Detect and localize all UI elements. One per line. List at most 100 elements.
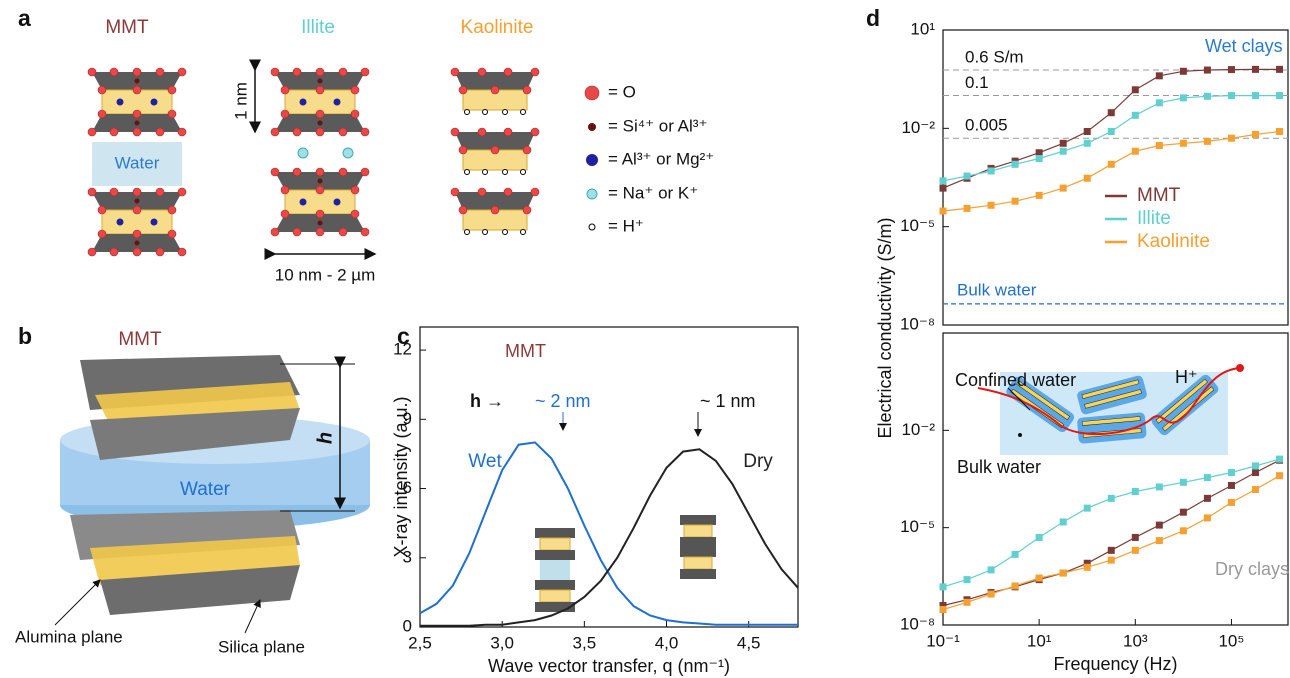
- series-marker: [1131, 147, 1139, 155]
- clay-title: MMT: [105, 17, 149, 38]
- series-marker: [1251, 92, 1259, 100]
- series-marker: [939, 207, 947, 215]
- y-tick-label: 10¹: [910, 19, 935, 38]
- x-tick-label: 10⁵: [1218, 631, 1244, 650]
- x-tick-label: 10¹: [1027, 631, 1052, 650]
- series-marker: [1179, 527, 1187, 535]
- series-label: Dry: [743, 451, 773, 472]
- panel-title: MMT: [118, 329, 162, 350]
- annotation: ~ 1 nm: [700, 391, 756, 411]
- series-marker: [1035, 191, 1043, 199]
- x-axis-label: Wave vector transfer, q (nm⁻¹): [488, 656, 730, 676]
- y-tick-label: 10⁻⁸: [900, 614, 935, 633]
- series-marker: [1179, 508, 1187, 516]
- legend-label: = Na⁺ or K⁺: [608, 183, 698, 202]
- series-label: Wet: [468, 451, 502, 472]
- series-marker: [1276, 92, 1284, 100]
- illite-layer: [270, 67, 370, 137]
- x-tick-label: 2,5: [408, 633, 432, 652]
- x-tick-label: 4,5: [737, 633, 761, 652]
- x-tick-label: 4,0: [655, 633, 679, 652]
- series-marker: [1155, 99, 1163, 107]
- series-marker: [1107, 494, 1115, 502]
- kaolinite-layer: [450, 67, 540, 115]
- panel-a: MMT Illite Kaolinite Water 1 nm 10 nm - …: [87, 17, 714, 284]
- series-marker: [1035, 574, 1043, 582]
- series-marker: [1276, 472, 1284, 480]
- series-line: [420, 448, 799, 627]
- series-marker: [1011, 160, 1019, 168]
- series-marker: [963, 576, 971, 584]
- series-marker: [1203, 137, 1211, 145]
- series-marker: [1059, 184, 1067, 192]
- y-tick-label: 10⁻²: [901, 420, 935, 439]
- series-marker: [1035, 149, 1043, 157]
- series-marker: [1131, 488, 1139, 496]
- silica-sheet: [90, 408, 300, 460]
- annotation: H⁺: [1175, 367, 1198, 387]
- y-tick-label: 12: [393, 340, 412, 359]
- series-marker: [1155, 141, 1163, 149]
- series-marker: [1276, 128, 1284, 136]
- series-marker: [1179, 139, 1187, 147]
- series-marker: [1251, 486, 1259, 494]
- reference-label: 0.005: [965, 116, 1008, 135]
- silica-sheet: [100, 565, 300, 615]
- y-tick-label: 10⁻⁸: [900, 314, 935, 333]
- series-marker: [1107, 109, 1115, 117]
- series-marker: [1179, 478, 1187, 486]
- series-marker: [1107, 160, 1115, 168]
- series-marker: [1251, 469, 1259, 477]
- series-line: [419, 441, 798, 626]
- series-marker: [1131, 86, 1139, 94]
- y-axis-label: X-ray intensity (a.u.): [391, 396, 411, 557]
- water-layer: [92, 142, 182, 186]
- series-marker: [963, 172, 971, 180]
- y-tick-label: 10⁻⁵: [900, 216, 935, 235]
- legend-symbol: [586, 154, 598, 166]
- y-tick-label: 9: [403, 409, 412, 428]
- series-marker: [1131, 111, 1139, 119]
- annotation: ~ 2 nm: [535, 391, 591, 411]
- series-marker: [1227, 134, 1235, 142]
- series-marker: [1179, 67, 1187, 75]
- y-tick-label: 0: [403, 616, 412, 635]
- series-marker: [939, 184, 947, 192]
- mmt-layer: [87, 67, 187, 137]
- series-marker: [1155, 483, 1163, 491]
- series-marker: [1083, 504, 1091, 512]
- series-marker: [1107, 556, 1115, 564]
- y-tick-label: 3: [403, 547, 412, 566]
- series-marker: [1059, 139, 1067, 147]
- legend-label: = Al³⁺ or Mg²⁺: [608, 149, 714, 168]
- series-marker: [1011, 550, 1019, 558]
- series-marker: [1179, 94, 1187, 102]
- series-marker: [987, 566, 995, 574]
- plot-frame: [419, 326, 799, 628]
- series-marker: [1107, 128, 1115, 136]
- reference-label: 0.1: [965, 73, 989, 92]
- annotation: Confined water: [955, 370, 1076, 390]
- series-marker: [1276, 65, 1284, 73]
- series-marker: [1227, 469, 1235, 477]
- legend-symbol: [588, 223, 596, 231]
- y-tick-label: 10⁻⁵: [900, 517, 935, 536]
- legend-label: = O: [608, 82, 636, 101]
- series-marker: [987, 590, 995, 598]
- series-marker: [1083, 559, 1091, 567]
- legend-label: = H⁺: [608, 216, 644, 235]
- series-marker: [939, 583, 947, 591]
- kaolinite-layer: [450, 187, 540, 235]
- water-label: Water: [115, 153, 160, 172]
- legend-symbol: [584, 85, 600, 101]
- series-marker: [1251, 130, 1259, 138]
- annotation: Dry clays: [1215, 559, 1289, 579]
- series-marker: [963, 204, 971, 212]
- legend-label: MMT: [1137, 185, 1181, 206]
- series-marker: [1155, 72, 1163, 80]
- annotation: h →: [470, 391, 504, 411]
- panel-label: b: [18, 323, 32, 349]
- series-marker: [1107, 546, 1115, 554]
- lateral-size-label: 10 nm - 2 µm: [275, 265, 376, 284]
- pointer: [54, 579, 101, 626]
